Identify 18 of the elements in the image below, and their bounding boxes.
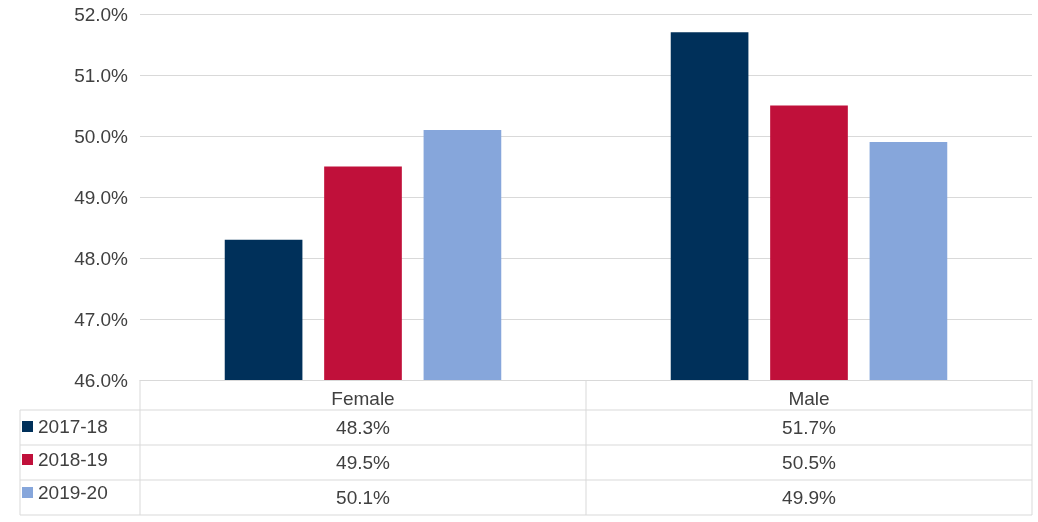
x-tick-label: Male xyxy=(788,388,830,409)
data-label: 50.5% xyxy=(782,452,837,473)
y-tick-label: 48.0% xyxy=(74,247,129,269)
y-tick-label: 49.0% xyxy=(74,186,129,208)
y-tick-label: 47.0% xyxy=(74,308,129,330)
legend-label: 2017-18 xyxy=(38,416,108,437)
y-tick-label: 51.0% xyxy=(74,64,129,86)
x-tick-label: Female xyxy=(331,388,395,409)
legend-label: 2019-20 xyxy=(38,482,108,503)
y-tick-label: 52.0% xyxy=(74,3,129,25)
data-label: 51.7% xyxy=(782,417,837,438)
data-label: 48.3% xyxy=(336,417,391,438)
data-label: 49.9% xyxy=(782,487,837,508)
data-label: 49.5% xyxy=(336,452,391,473)
legend-label: 2018-19 xyxy=(38,449,108,470)
y-tick-label: 50.0% xyxy=(74,125,129,147)
y-tick-label: 46.0% xyxy=(74,369,129,391)
data-label: 50.1% xyxy=(336,487,391,508)
